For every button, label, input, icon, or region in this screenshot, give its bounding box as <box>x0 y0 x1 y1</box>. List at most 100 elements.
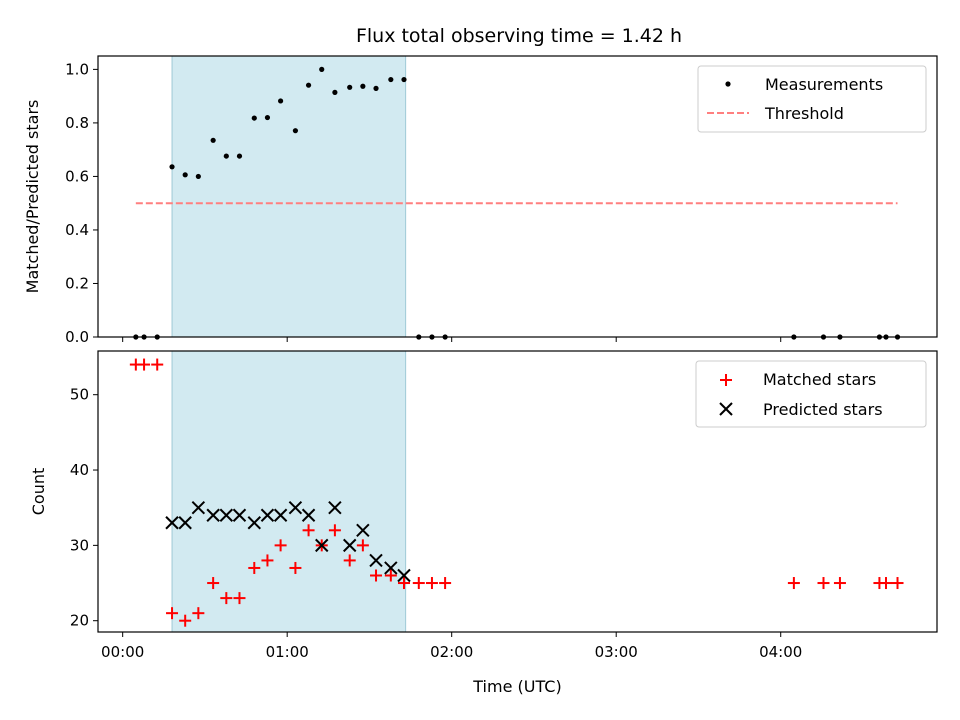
top-axes-frame <box>97 55 938 338</box>
y-tick-label: 20 <box>70 612 89 630</box>
matched-star-point <box>138 358 151 371</box>
measurement-point <box>182 172 188 178</box>
bottom-shaded-region <box>171 350 407 633</box>
bottom-y-ticks: 20 30 40 50 <box>70 386 98 630</box>
predicted-star-point <box>288 500 303 515</box>
top-legend: Measurements Threshold <box>697 65 927 133</box>
matched-star-point <box>397 577 410 590</box>
measurement-point <box>169 164 175 170</box>
top-shaded-region <box>171 55 407 338</box>
measurement-point <box>388 76 394 83</box>
legend-predicted-marker <box>719 402 733 416</box>
legend-matched-marker <box>720 374 732 386</box>
x-tick-label: 00:00 <box>101 643 144 661</box>
legend-predicted-label: Predicted stars <box>763 400 883 419</box>
measurement-point <box>373 85 379 91</box>
matched-star-point <box>370 569 383 582</box>
bottom-panel: 20 30 40 50 00:00 01:00 02:00 03:00 04:00 Count… <box>29 350 938 696</box>
bottom-axes-frame <box>97 350 938 633</box>
y-tick-label: 0.6 <box>65 167 89 185</box>
predicted-star-point <box>384 561 398 575</box>
top-y-ticks: 0.0 0.2 0.4 0.6 0.8 1.0 <box>65 60 98 346</box>
top-panel: 0.0 0.2 0.4 0.6 0.8 1.0 Matched/Predicted sta… <box>23 55 938 346</box>
matched-star-point <box>166 607 179 620</box>
x-tick-label: 01:00 <box>266 643 309 661</box>
predicted-star-point <box>219 508 234 522</box>
y-tick-label: 40 <box>70 461 89 479</box>
measurement-point <box>236 153 243 159</box>
measurement-point <box>251 115 257 121</box>
y-tick-label: 30 <box>70 536 89 554</box>
measurement-point <box>210 137 216 143</box>
measurement-point <box>401 76 407 83</box>
matched-star-point <box>220 592 233 605</box>
bottom-data-points <box>129 358 904 627</box>
measurement-point <box>292 128 299 134</box>
bottom-legend: Matched stars Predicted stars <box>695 360 927 428</box>
matched-star-point <box>274 539 287 552</box>
matched-star-point <box>817 577 830 590</box>
legend-measurements-marker <box>725 81 731 87</box>
predicted-star-point <box>165 516 179 530</box>
matched-star-point <box>207 577 220 590</box>
matched-star-point <box>787 577 800 590</box>
y-tick-label: 0.4 <box>65 221 89 239</box>
predicted-star-point <box>232 508 247 522</box>
legend-measurements-label: Measurements <box>765 75 883 94</box>
measurement-point <box>347 84 353 90</box>
measurement-point <box>278 98 284 104</box>
y-tick-label: 0.0 <box>65 328 89 346</box>
predicted-star-point <box>273 508 288 522</box>
x-tick-label: 02:00 <box>430 643 473 661</box>
matched-star-point <box>261 554 274 567</box>
matched-star-point <box>192 607 205 620</box>
predicted-star-point <box>356 523 370 538</box>
matched-star-point <box>412 577 425 590</box>
y-tick-label: 1.0 <box>65 60 89 78</box>
predicted-star-point <box>191 500 206 515</box>
y-tick-label: 50 <box>70 386 89 404</box>
predicted-star-point <box>369 553 383 568</box>
measurement-point <box>264 114 271 121</box>
y-tick-label: 0.8 <box>65 114 89 132</box>
chart-title: Flux total observing time = 1.42 h <box>356 25 682 47</box>
top-y-axis-label: Matched/Predicted stars <box>23 100 42 294</box>
predicted-star-point <box>178 516 192 530</box>
measurement-point <box>305 82 312 88</box>
predicted-star-point <box>328 500 342 515</box>
matched-star-point <box>356 539 369 552</box>
top-x-ticks <box>122 337 782 342</box>
matched-star-point <box>302 524 315 537</box>
legend-threshold-label: Threshold <box>764 104 844 123</box>
x-tick-label: 03:00 <box>595 643 638 661</box>
legend-matched-label: Matched stars <box>763 370 876 389</box>
measurement-point <box>360 83 366 89</box>
bottom-legend-box <box>695 360 927 428</box>
y-tick-label: 0.2 <box>65 274 89 292</box>
matched-star-point <box>384 569 397 582</box>
matched-star-point <box>179 614 192 627</box>
bottom-y-axis-label: Count <box>29 468 48 516</box>
matched-star-point <box>439 577 452 590</box>
matched-star-point <box>425 577 438 590</box>
matched-star-point <box>289 561 302 574</box>
matched-star-point <box>151 358 164 371</box>
measurement-point <box>332 89 338 95</box>
matched-star-point <box>248 561 261 574</box>
measurement-point <box>195 173 201 180</box>
measurement-point <box>223 153 229 159</box>
matched-star-point <box>891 577 904 590</box>
predicted-star-point <box>301 508 316 522</box>
matched-star-point <box>833 577 846 590</box>
matched-star-point <box>233 592 246 605</box>
predicted-star-point <box>260 508 275 522</box>
matched-star-point <box>880 577 893 590</box>
bottom-x-ticks: 00:00 01:00 02:00 03:00 04:00 <box>101 632 802 661</box>
matched-star-point <box>343 554 356 567</box>
predicted-star-point <box>342 538 357 553</box>
x-axis-label: Time (UTC) <box>472 677 561 696</box>
top-legend-box <box>697 65 927 133</box>
measurement-point <box>319 66 325 72</box>
x-tick-label: 04:00 <box>759 643 802 661</box>
